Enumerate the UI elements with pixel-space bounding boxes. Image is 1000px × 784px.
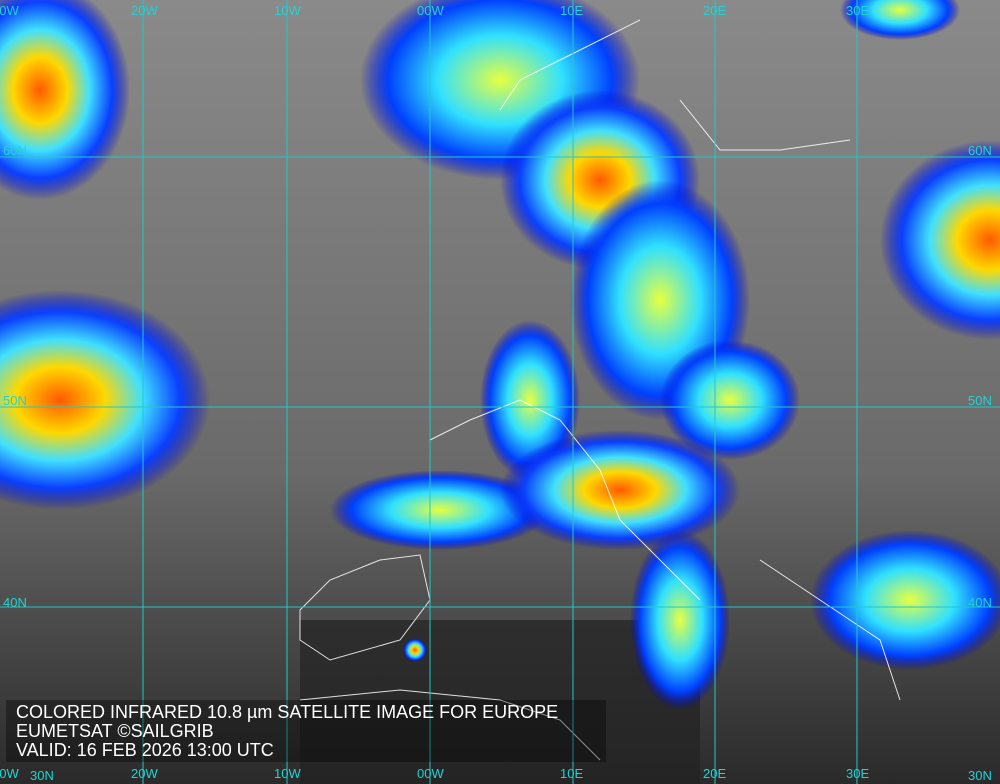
caption-title: COLORED INFRARED 10.8 µm SATELLITE IMAGE… [16, 702, 559, 722]
lon-label-top: 00W [417, 3, 444, 18]
lon-label-bottom: 10E [560, 766, 584, 781]
lon-label-top: 30W [0, 3, 19, 18]
lon-label-top: 20W [131, 3, 158, 18]
lon-label-top: 30E [846, 3, 870, 18]
lon-label-top: 10E [560, 3, 584, 18]
lat-label-right: 40N [968, 595, 992, 610]
caption-source: EUMETSAT ©SAILGRIB [16, 721, 214, 741]
lon-label-bottom: 30E [846, 766, 870, 781]
lat-label-left: 30N [30, 768, 54, 783]
lon-label-bottom: 00W [417, 766, 444, 781]
lat-label-left: 40N [3, 595, 27, 610]
cloud-masses [0, 0, 1000, 710]
lat-label-right: 50N [968, 393, 992, 408]
lon-label-top: 20E [703, 3, 727, 18]
lat-label-right: 60N [968, 143, 992, 158]
caption-valid-time: VALID: 16 FEB 2026 13:00 UTC [16, 740, 274, 760]
lat-label-left: 60N [3, 143, 27, 158]
lon-label-bottom: 20W [131, 766, 158, 781]
coastlines [299, 19, 901, 761]
lon-label-bottom: 30W [0, 766, 19, 781]
caption-box: COLORED INFRARED 10.8 µm SATELLITE IMAGE… [6, 700, 606, 762]
lon-label-bottom: 20E [703, 766, 727, 781]
lon-label-bottom: 10W [274, 766, 301, 781]
lon-label-top: 10W [274, 3, 301, 18]
lat-label-left: 50N [3, 393, 27, 408]
lat-label-right: 30N [968, 768, 992, 783]
